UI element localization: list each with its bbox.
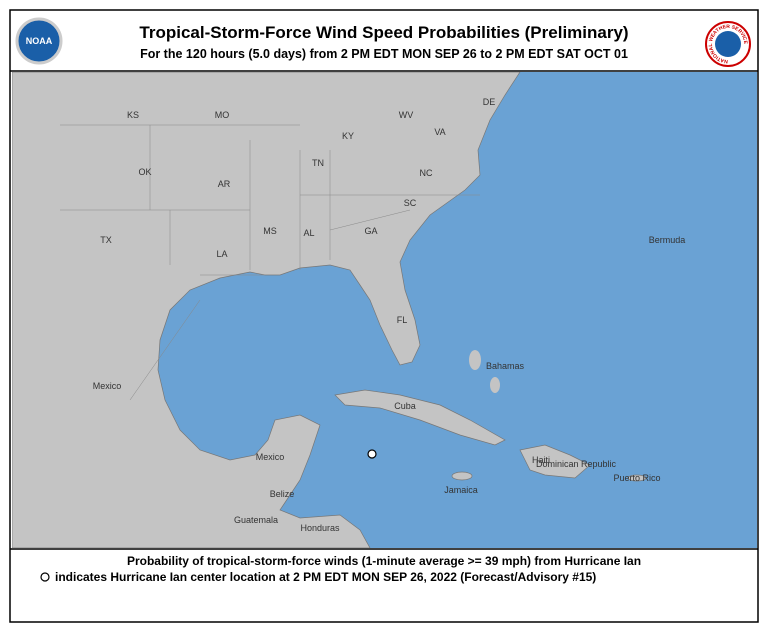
place-label: Cuba	[394, 401, 416, 411]
place-label: TX	[100, 235, 112, 245]
place-label: AL	[303, 228, 314, 238]
place-label: Belize	[270, 489, 295, 499]
place-label: NC	[420, 168, 433, 178]
logo-text: NOAA	[26, 36, 53, 46]
place-label: TN	[312, 158, 324, 168]
place-label: Dominican Republic	[536, 459, 617, 469]
place-label: FL	[397, 315, 408, 325]
storm-center	[367, 449, 377, 459]
place-label: LA	[216, 249, 227, 259]
noaa-logo	[15, 17, 63, 65]
place-label: Bahamas	[486, 361, 525, 371]
place-label: Jamaica	[444, 485, 478, 495]
subtitle: For the 120 hours (5.0 days) from 2 PM E…	[140, 47, 628, 61]
place-label: SC	[404, 198, 417, 208]
place-label: MS	[263, 226, 277, 236]
place-label: KY	[342, 131, 354, 141]
place-label: Haiti	[532, 455, 550, 465]
place-label: MO	[215, 110, 230, 120]
place-label: KS	[127, 110, 139, 120]
place-label: DE	[483, 97, 496, 107]
place-label: Guatemala	[234, 515, 278, 525]
place-label: AR	[218, 179, 231, 189]
place-label: Bermuda	[649, 235, 686, 245]
place-label: OK	[138, 167, 151, 177]
place-label: Honduras	[300, 523, 340, 533]
map: KS MO WV VA DE KY TN NC OK AR SC MS AL G…	[12, 72, 757, 548]
place-label: Mexico	[93, 381, 122, 391]
place-label: Mexico	[256, 452, 285, 462]
footer-note: indicates Hurricane Ian center location …	[55, 570, 596, 584]
place-label: Puerto Rico	[613, 473, 660, 483]
place-label: VA	[434, 127, 445, 137]
title: Tropical-Storm-Force Wind Speed Probabil…	[139, 23, 628, 42]
place-label: GA	[364, 226, 377, 236]
place-label: WV	[399, 110, 414, 120]
footer-description: Probability of tropical-storm-force wind…	[127, 554, 641, 568]
